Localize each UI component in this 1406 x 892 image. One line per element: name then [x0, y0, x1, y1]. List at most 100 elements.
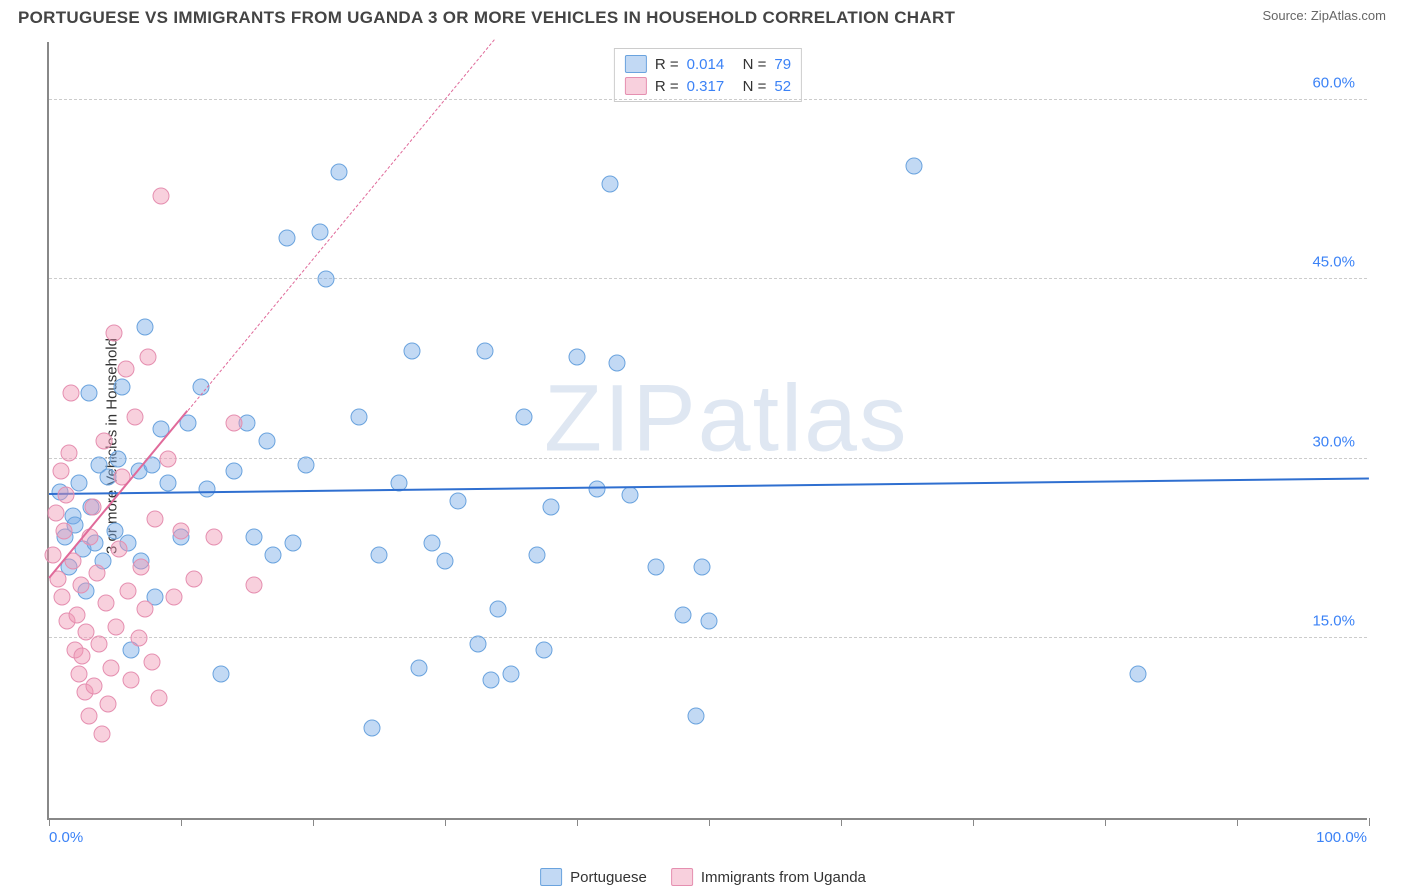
data-point: [72, 576, 89, 593]
legend-swatch: [671, 868, 693, 886]
data-point: [68, 606, 85, 623]
data-point: [150, 690, 167, 707]
data-point: [318, 271, 335, 288]
data-point: [694, 558, 711, 575]
data-point: [140, 349, 157, 366]
data-point: [529, 546, 546, 563]
legend-swatch: [540, 868, 562, 886]
data-point: [91, 636, 108, 653]
data-point: [110, 540, 127, 557]
chart-header: PORTUGUESE VS IMMIGRANTS FROM UGANDA 3 O…: [0, 0, 1406, 38]
data-point: [503, 666, 520, 683]
data-point: [569, 349, 586, 366]
data-point: [298, 456, 315, 473]
legend-r-label: R =: [655, 78, 679, 95]
gridline: [49, 278, 1367, 279]
gridline: [49, 99, 1367, 100]
data-point: [126, 409, 143, 426]
data-point: [423, 534, 440, 551]
data-point: [483, 672, 500, 689]
legend-n-label: N =: [743, 56, 767, 73]
data-point: [103, 660, 120, 677]
data-point: [674, 606, 691, 623]
data-point: [159, 474, 176, 491]
y-tick-label: 15.0%: [1312, 613, 1355, 630]
data-point: [199, 480, 216, 497]
legend-r-value: 0.317: [687, 78, 735, 95]
data-point: [108, 618, 125, 635]
x-tick: [181, 818, 182, 826]
data-point: [489, 600, 506, 617]
data-point: [58, 486, 75, 503]
source-label: Source:: [1262, 8, 1310, 23]
y-tick-label: 45.0%: [1312, 254, 1355, 271]
data-point: [602, 175, 619, 192]
data-point: [285, 534, 302, 551]
correlation-legend: R =0.014N =79R =0.317N =52: [614, 48, 802, 102]
data-point: [278, 229, 295, 246]
data-point: [52, 462, 69, 479]
x-tick: [577, 818, 578, 826]
legend-n-label: N =: [743, 78, 767, 95]
data-point: [212, 666, 229, 683]
data-point: [63, 385, 80, 402]
data-point: [54, 588, 71, 605]
data-point: [166, 588, 183, 605]
legend-series-label: Immigrants from Uganda: [701, 869, 866, 886]
data-point: [404, 343, 421, 360]
data-point: [120, 582, 137, 599]
data-point: [687, 708, 704, 725]
data-point: [146, 510, 163, 527]
legend-row: R = 0.317 N = 52: [625, 75, 791, 97]
data-point: [410, 660, 427, 677]
data-point: [71, 666, 88, 683]
legend-swatch: [625, 77, 647, 95]
data-point: [71, 474, 88, 491]
data-point: [371, 546, 388, 563]
data-point: [173, 522, 190, 539]
data-point: [153, 187, 170, 204]
data-point: [258, 432, 275, 449]
data-point: [133, 558, 150, 575]
data-point: [100, 696, 117, 713]
y-tick-label: 30.0%: [1312, 433, 1355, 450]
data-point: [109, 450, 126, 467]
legend-n-value: 52: [774, 78, 791, 95]
scatter-chart: ZIPatlas R =0.014N =79R =0.317N =52 15.0…: [47, 42, 1367, 820]
gridline: [49, 458, 1367, 459]
x-tick: [49, 818, 50, 826]
data-point: [137, 319, 154, 336]
data-point: [137, 600, 154, 617]
data-point: [331, 163, 348, 180]
data-point: [450, 492, 467, 509]
x-axis-label: 100.0%: [1316, 829, 1367, 846]
data-point: [122, 672, 139, 689]
data-point: [84, 498, 101, 515]
data-point: [97, 594, 114, 611]
x-tick: [973, 818, 974, 826]
data-point: [85, 678, 102, 695]
data-point: [608, 355, 625, 372]
data-point: [113, 379, 130, 396]
x-tick: [313, 818, 314, 826]
data-point: [265, 546, 282, 563]
x-tick: [1237, 818, 1238, 826]
x-tick: [841, 818, 842, 826]
legend-swatch: [625, 55, 647, 73]
data-point: [80, 385, 97, 402]
data-point: [159, 450, 176, 467]
data-point: [60, 444, 77, 461]
data-point: [701, 612, 718, 629]
data-point: [437, 552, 454, 569]
data-point: [905, 157, 922, 174]
legend-series-label: Portuguese: [570, 869, 647, 886]
data-point: [588, 480, 605, 497]
data-point: [516, 409, 533, 426]
data-point: [225, 415, 242, 432]
data-point: [186, 570, 203, 587]
data-point: [55, 522, 72, 539]
data-point: [648, 558, 665, 575]
legend-r-label: R =: [655, 56, 679, 73]
data-point: [1130, 666, 1147, 683]
x-tick: [445, 818, 446, 826]
